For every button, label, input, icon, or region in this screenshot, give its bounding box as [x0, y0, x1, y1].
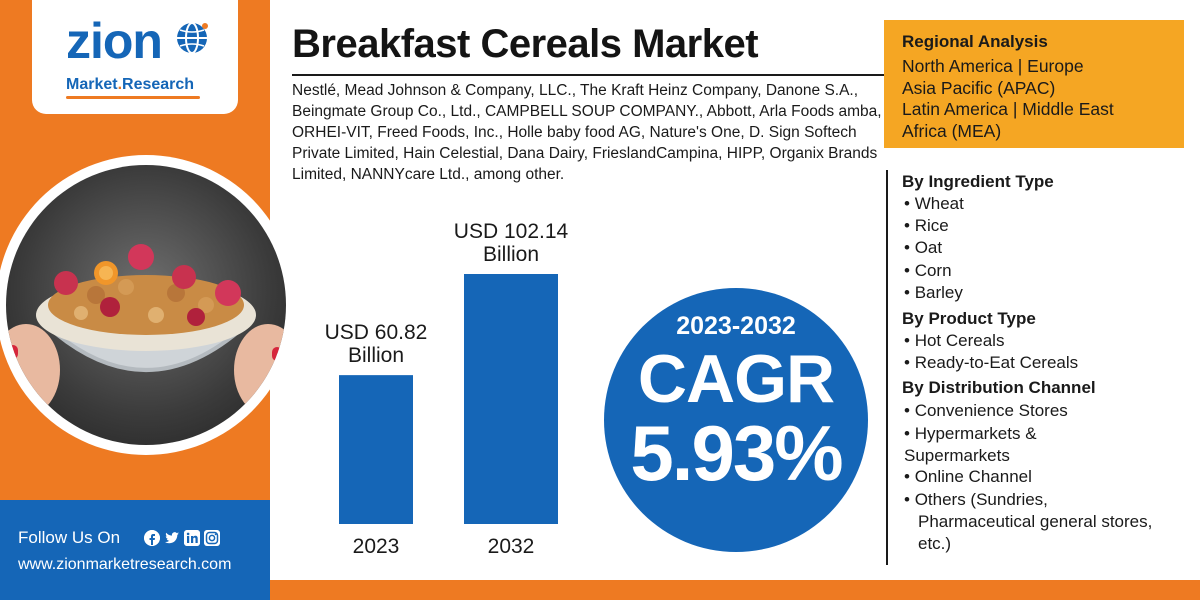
segment-title-ingredient: By Ingredient Type: [902, 172, 1054, 191]
region-line: Latin America | Middle East: [902, 99, 1114, 119]
facebook-icon[interactable]: [144, 530, 160, 546]
globe-icon: [177, 22, 208, 54]
region-line: Africa (MEA): [902, 120, 1002, 141]
segment-item: • Rice: [904, 216, 949, 235]
bar-value-label: Billion: [483, 243, 539, 266]
segment-title-product: By Product Type: [902, 309, 1036, 328]
regional-title: Regional Analysis: [902, 32, 1048, 51]
logo-underline: [66, 96, 200, 99]
logo-subtitle: Market.Research: [66, 76, 194, 94]
follow-us-label: Follow Us On: [18, 528, 121, 547]
logo-sub-market: Market: [66, 76, 118, 93]
left-panel: zion Market.Research: [0, 0, 296, 500]
segmentation-panel: By Ingredient Type • Wheat • Rice • Oat …: [886, 170, 1188, 565]
segment-item: • Online Channel: [904, 467, 1032, 486]
left-footer: Follow Us On www.zionmarketresearch.com: [0, 500, 270, 600]
bar-value-label: Billion: [348, 344, 404, 367]
logo-sub-dot: .: [117, 76, 123, 93]
segment-item: • Ready-to-Eat Cereals: [904, 353, 1079, 372]
instagram-icon[interactable]: [204, 530, 220, 546]
logo-sub-research: Research: [122, 76, 195, 93]
segment-item: • Hot Cereals: [904, 331, 1005, 350]
bar-value-label: USD 60.82: [325, 321, 428, 344]
cagr-period: 2023-2032: [676, 312, 796, 340]
bar-2032: [464, 274, 558, 524]
cereal-bowl-illustration: [6, 244, 286, 416]
segment-title-distribution: By Distribution Channel: [902, 378, 1096, 397]
cagr-circle: 2023-2032 CAGR 5.93%: [604, 288, 868, 552]
cereal-bowl-photo: [6, 165, 286, 445]
segment-item: • Wheat: [904, 194, 964, 213]
segment-item: • Others (Sundries, Pharmaceutical gener…: [904, 490, 1153, 553]
segment-item: • Convenience Stores: [904, 401, 1068, 420]
title-divider: [292, 74, 884, 76]
twitter-icon[interactable]: [164, 530, 180, 546]
segment-item: • Corn: [904, 261, 952, 280]
website-link[interactable]: www.zionmarketresearch.com: [18, 556, 232, 573]
page-title: Breakfast Cereals Market: [292, 22, 759, 66]
segment-item: • Oat: [904, 238, 943, 257]
cereal-photo-frame: [0, 155, 296, 455]
linkedin-icon[interactable]: [184, 530, 200, 546]
cagr-value: 5.93%: [630, 409, 843, 497]
region-line: North America | Europe: [902, 56, 1084, 76]
cagr-label: CAGR: [637, 341, 835, 417]
social-icons: [144, 530, 220, 546]
region-line: Asia Pacific (APAC): [902, 77, 1056, 98]
logo[interactable]: zion Market.Research: [32, 0, 238, 114]
bar-value-label: USD 102.14: [454, 220, 569, 243]
segment-item: • Hypermarkets & Supermarkets: [904, 424, 1037, 465]
logo-wordmark: zion: [66, 13, 163, 69]
regional-analysis-box: Regional Analysis North America | Europe…: [884, 20, 1184, 148]
segment-item: • Barley: [904, 283, 963, 302]
x-tick-label: 2023: [353, 535, 400, 558]
bottom-accent-strip: [270, 580, 1200, 600]
key-players-text: Nestlé, Mead Johnson & Company, LLC., Th…: [292, 82, 882, 183]
x-tick-label: 2032: [488, 535, 535, 558]
regional-list: North America | Europe Asia Pacific (APA…: [902, 56, 1114, 142]
bar-2023: [339, 375, 413, 524]
